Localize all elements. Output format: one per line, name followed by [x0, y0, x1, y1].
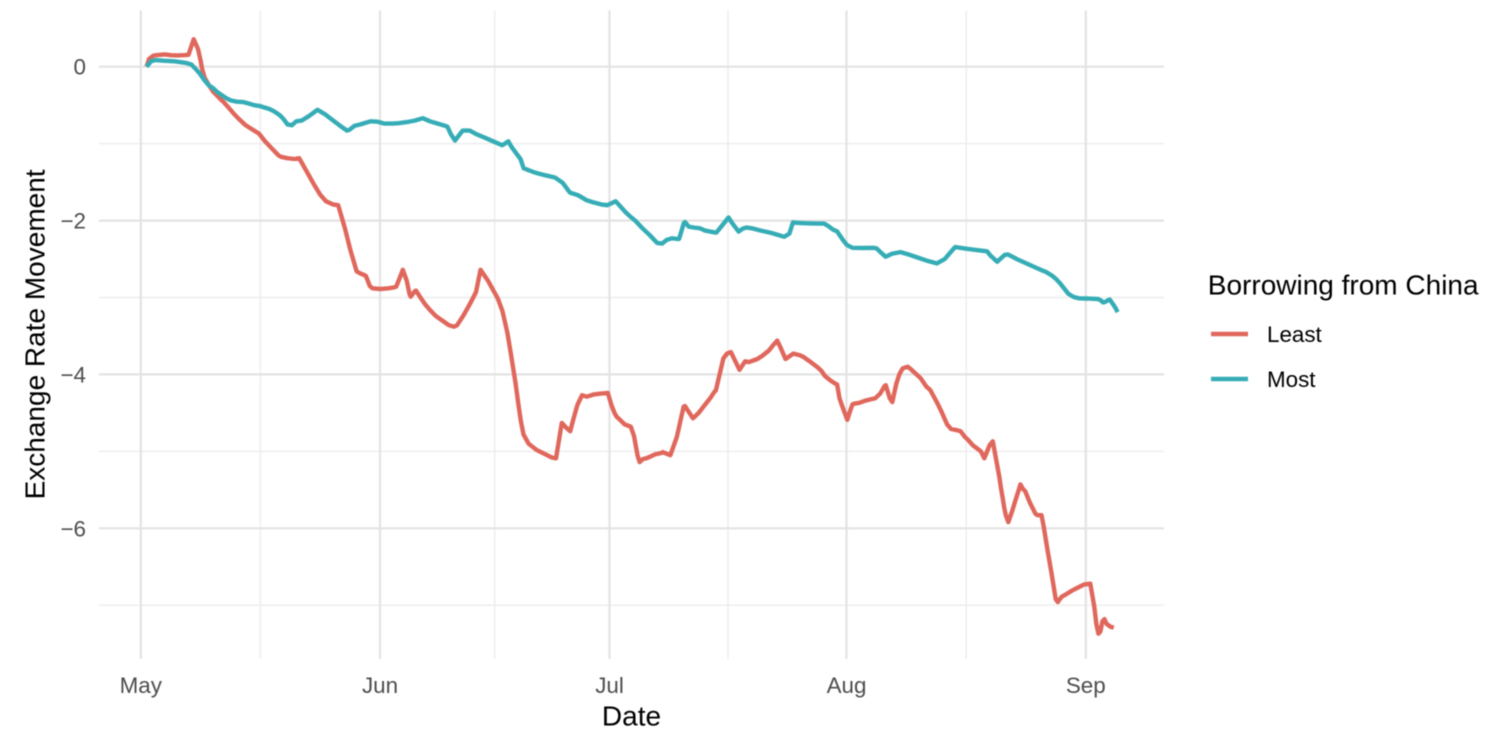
- svg-text:Exchange Rate Movement: Exchange Rate Movement: [20, 169, 51, 499]
- svg-text:−4: −4: [60, 362, 86, 387]
- svg-text:Jul: Jul: [595, 673, 624, 698]
- svg-text:Aug: Aug: [827, 673, 867, 698]
- svg-text:Jun: Jun: [362, 673, 398, 698]
- svg-text:−6: −6: [60, 516, 86, 541]
- svg-text:Least: Least: [1267, 322, 1323, 347]
- svg-text:−2: −2: [60, 209, 86, 234]
- svg-text:Sep: Sep: [1066, 673, 1106, 698]
- svg-text:May: May: [120, 673, 163, 698]
- svg-text:0: 0: [74, 55, 86, 80]
- svg-text:Borrowing from China: Borrowing from China: [1208, 269, 1479, 300]
- svg-text:Date: Date: [602, 700, 661, 731]
- svg-text:Most: Most: [1267, 367, 1316, 392]
